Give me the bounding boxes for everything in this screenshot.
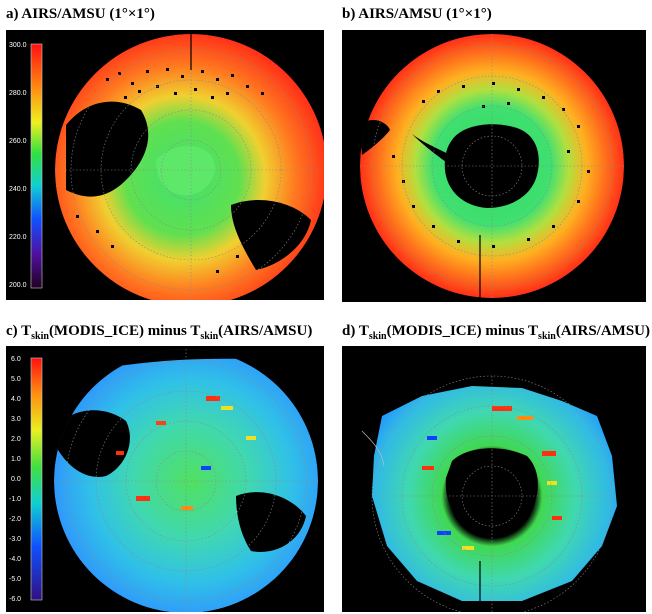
panel-a-graticule bbox=[55, 34, 324, 300]
panel-a-title: a) AIRS/AMSU (1°×1°) bbox=[6, 6, 155, 22]
panel-c-cbar-label: -5.0 bbox=[9, 576, 21, 583]
panel-a-cbar-label: 300.0 bbox=[9, 42, 27, 49]
panel-c-hotspots bbox=[116, 396, 256, 510]
panel-c-cbar-label: -4.0 bbox=[9, 556, 21, 563]
panel-d-title-sub2: skin bbox=[538, 331, 556, 342]
panel-b-south-america bbox=[360, 120, 390, 155]
panel-a-svg: 300.0 280.0 260.0 240.0 220.0 200.0 bbox=[9, 34, 324, 300]
panel-c-title-sub1: skin bbox=[31, 331, 49, 342]
panel-d-antarctica bbox=[445, 448, 538, 532]
panel-d-title-sub1: skin bbox=[368, 331, 387, 342]
panel-b-graticule bbox=[360, 34, 624, 298]
panel-c-cbar-label: 6.0 bbox=[11, 356, 21, 363]
panel-c-title-prefix: c) T bbox=[6, 323, 32, 339]
panel-a-colorbar-labels: 300.0 280.0 260.0 240.0 220.0 200.0 bbox=[9, 42, 27, 289]
panel-a-colorbar bbox=[30, 43, 43, 289]
panel-c-gap-2 bbox=[236, 492, 306, 552]
panel-c-cbar-label: 2.0 bbox=[11, 436, 21, 443]
panel-a-cbar-label: 220.0 bbox=[9, 234, 27, 241]
panel-d-title-suffix: (AIRS/AMSU) bbox=[555, 323, 651, 339]
panel-d-title-prefix: d) T bbox=[342, 323, 369, 339]
panel-a-cbar-label: 280.0 bbox=[9, 90, 27, 97]
panel-c-cbar-label: -1.0 bbox=[9, 496, 21, 503]
panel-c-cbar-label: -3.0 bbox=[9, 536, 21, 543]
panel-a-arctic-patch bbox=[156, 145, 215, 196]
panel-c-title-mid: (MODIS_ICE) minus T bbox=[48, 323, 201, 339]
panel-b-title: b) AIRS/AMSU (1°×1°) bbox=[342, 6, 492, 22]
panel-a-cbar-label: 260.0 bbox=[9, 138, 27, 145]
panel-a-cbar-label: 240.0 bbox=[9, 186, 27, 193]
panel-b-svg bbox=[360, 34, 624, 298]
panel-d-title: d) Tskin(MODIS_ICE) minus Tskin(AIRS/AMS… bbox=[342, 323, 650, 342]
panel-a-cbar-label: 200.0 bbox=[9, 282, 27, 289]
panel-d-map bbox=[342, 346, 646, 612]
panel-c-cbar-label: 0.0 bbox=[11, 476, 21, 483]
panel-b-peninsula bbox=[412, 134, 450, 162]
panel-c-title-suffix: (AIRS/AMSU) bbox=[218, 323, 313, 339]
panel-d-coastline bbox=[361, 430, 385, 467]
panel-b-antarctica bbox=[444, 124, 539, 208]
panel-c-title: c) Tskin(MODIS_ICE) minus Tskin(AIRS/AMS… bbox=[6, 323, 312, 342]
panel-c-title-sub2: skin bbox=[200, 331, 219, 342]
panel-c-colorbar bbox=[30, 357, 43, 601]
panel-a-specks bbox=[76, 68, 289, 273]
panel-c-colorbar-labels: 6.0 5.0 4.0 3.0 2.0 1.0 0.0 -1.0 -2.0 -3… bbox=[9, 356, 21, 603]
panel-c-cbar-label: -2.0 bbox=[9, 516, 21, 523]
panel-c-cbar-label: 5.0 bbox=[11, 376, 21, 383]
panel-c-map: 6.0 5.0 4.0 3.0 2.0 1.0 0.0 -1.0 -2.0 -3… bbox=[6, 346, 324, 612]
panel-d-title-mid: (MODIS_ICE) minus T bbox=[386, 323, 539, 339]
panel-a-pacific-gap bbox=[66, 101, 149, 197]
panel-c-cbar-label: 3.0 bbox=[11, 416, 21, 423]
panel-c-gap-1 bbox=[56, 410, 130, 477]
panel-d-hotspots bbox=[422, 406, 562, 550]
panel-c-cbar-label: 1.0 bbox=[11, 456, 21, 463]
panel-c-cbar-label: -6.0 bbox=[9, 596, 21, 603]
panel-c-svg: 6.0 5.0 4.0 3.0 2.0 1.0 0.0 -1.0 -2.0 -3… bbox=[9, 349, 318, 612]
panel-d-graticule bbox=[371, 375, 616, 612]
panel-c-cbar-label: 4.0 bbox=[11, 396, 21, 403]
panel-a-atlantic-gap bbox=[231, 200, 311, 270]
panel-d-svg bbox=[361, 375, 617, 612]
panel-a-map: 300.0 280.0 260.0 240.0 220.0 200.0 bbox=[6, 30, 324, 300]
panel-b-map bbox=[342, 30, 646, 302]
panel-c-graticule bbox=[54, 349, 318, 612]
